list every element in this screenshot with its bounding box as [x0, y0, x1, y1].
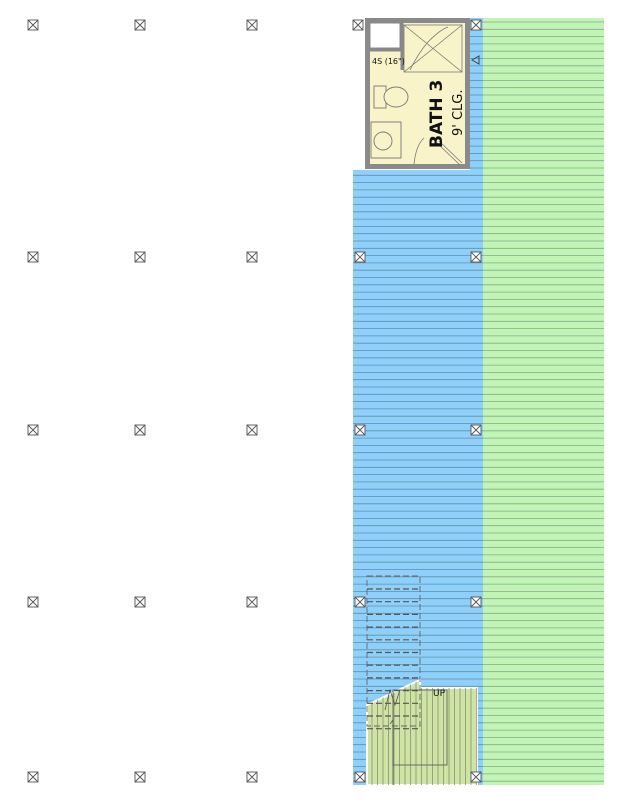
vent-triangle-icon	[470, 55, 480, 65]
toilet	[373, 85, 409, 109]
stair: UP	[366, 575, 478, 786]
column-icon	[352, 19, 364, 31]
shower	[403, 24, 463, 73]
column-icon	[134, 19, 146, 31]
stair-direction: UP	[433, 689, 446, 699]
column-icon	[27, 19, 39, 31]
column-icon	[134, 251, 146, 263]
column-icon	[246, 596, 258, 608]
column-icon	[470, 596, 482, 608]
column-icon	[27, 596, 39, 608]
room-name: BATH 3	[427, 80, 447, 148]
porch-strip	[470, 18, 483, 170]
column-icon	[470, 251, 482, 263]
column-icon	[246, 19, 258, 31]
bath-3-room: BATH 3 9' CLG. 4S (16")	[365, 18, 480, 169]
column-icon	[246, 424, 258, 436]
column-icon	[354, 424, 366, 436]
column-icon	[134, 596, 146, 608]
column-icon	[134, 771, 146, 783]
ceiling-height: 9' CLG.	[451, 89, 466, 136]
door-swing	[413, 137, 463, 166]
column-icon	[27, 424, 39, 436]
column-icon	[246, 251, 258, 263]
column-icon	[470, 771, 482, 783]
column-icon	[354, 251, 366, 263]
column-icon	[246, 771, 258, 783]
column-icon	[470, 19, 482, 31]
column-icon	[27, 251, 39, 263]
sink	[370, 121, 402, 159]
column-icon	[354, 596, 366, 608]
column-icon	[134, 424, 146, 436]
column-icon	[27, 771, 39, 783]
closet-tag: 4S (16")	[372, 57, 405, 66]
column-icon	[354, 771, 366, 783]
column-icon	[470, 424, 482, 436]
closet	[369, 22, 401, 49]
